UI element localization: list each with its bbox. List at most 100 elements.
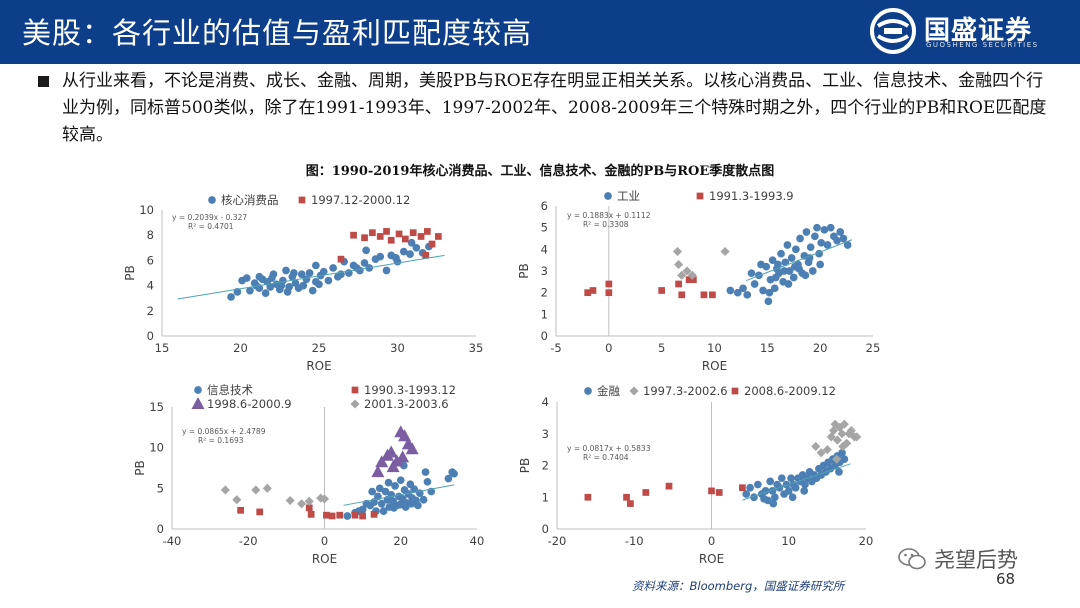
x-tick-label: 20 — [233, 341, 248, 355]
wechat-icon — [898, 548, 926, 570]
data-point — [336, 511, 344, 519]
data-point — [784, 280, 793, 288]
data-point — [387, 490, 396, 499]
source-note: 资料来源：Bloomberg，国盛证券研究所 — [632, 579, 845, 593]
data-point — [308, 286, 317, 295]
x-tick-label: 25 — [312, 341, 327, 355]
data-point — [726, 286, 735, 295]
legend-label: 1997.12-2000.12 — [311, 193, 410, 207]
trend-equation: y = 0.0817x + 0.5833 — [567, 444, 651, 453]
data-point — [784, 487, 793, 495]
x-tick-label: 10 — [781, 534, 796, 548]
y-tick-label: 2 — [541, 286, 548, 300]
data-point — [406, 250, 414, 258]
data-point — [759, 286, 767, 295]
series-4 — [220, 483, 330, 509]
data-point — [396, 476, 405, 485]
data-point — [283, 288, 292, 296]
y-axis-label: PB — [133, 460, 147, 475]
data-point — [227, 293, 235, 301]
data-point — [371, 465, 385, 478]
x-tick-label: -20 — [239, 534, 258, 548]
y-tick-label: 5 — [541, 221, 548, 235]
data-point — [832, 454, 842, 464]
data-point — [770, 284, 779, 293]
data-point — [422, 252, 430, 259]
data-point — [423, 477, 432, 486]
data-point — [811, 441, 821, 451]
y-tick-label: 3 — [541, 264, 548, 278]
data-point — [742, 490, 751, 498]
data-point — [584, 493, 592, 501]
data-point — [642, 489, 650, 496]
data-point — [368, 487, 377, 496]
data-point — [305, 269, 314, 277]
data-point — [392, 254, 400, 262]
legend-marker — [629, 386, 639, 396]
trend-equation: y = 0.0865x + 2.4789 — [182, 427, 266, 436]
y-tick-label: 8 — [147, 228, 154, 242]
y-tick-label: 1 — [541, 307, 548, 321]
legend-label: 1991.3-1993.9 — [709, 189, 794, 203]
data-point — [665, 482, 673, 490]
data-point — [674, 259, 684, 270]
summary-paragraph: 从行业来看，不论是消费、成长、金融、周期，美股PB与ROE存在明显正相关关系。以… — [62, 71, 1047, 145]
data-point — [835, 468, 843, 476]
data-point — [709, 291, 716, 299]
data-point — [739, 484, 746, 492]
data-point — [319, 267, 328, 276]
data-point — [739, 284, 747, 293]
trend-r2: R² = 0.4701 — [188, 222, 234, 231]
data-point — [760, 494, 768, 503]
data-point — [423, 228, 431, 235]
data-point — [836, 228, 845, 236]
data-point — [305, 504, 313, 512]
legend-marker — [351, 386, 359, 394]
trend-r2: R² = 0.1693 — [198, 436, 244, 445]
data-point — [282, 266, 290, 275]
data-point — [414, 501, 422, 510]
data-point — [312, 261, 320, 270]
data-point — [383, 228, 390, 235]
data-point — [307, 511, 315, 518]
legend-marker — [298, 196, 306, 204]
data-point — [715, 489, 723, 496]
bullet-marker — [38, 76, 49, 87]
data-point — [685, 276, 693, 284]
y-tick-label: 1 — [542, 490, 549, 504]
data-point — [375, 455, 389, 468]
data-point — [789, 273, 798, 282]
legend-label: 核心消费品 — [221, 193, 279, 207]
data-point — [589, 287, 597, 294]
data-point — [268, 274, 276, 282]
y-tick-label: 2 — [542, 459, 549, 473]
x-axis-label: ROE — [306, 359, 331, 373]
data-point — [733, 288, 742, 297]
figure-title: 图：1990-2019年核心消费品、工业、信息技术、金融的PB与ROE季度散点图 — [305, 164, 775, 179]
legend-marker — [194, 386, 202, 394]
data-point — [750, 280, 759, 288]
legend-marker — [350, 399, 360, 409]
data-point — [250, 279, 259, 287]
data-point — [361, 234, 368, 242]
data-point — [787, 254, 796, 262]
x-axis-label: ROE — [699, 552, 724, 566]
chart-3: -40 -20 0 20 40 0 5 10 15 ROE PB y = 0.0865x + 2.47… — [133, 383, 484, 566]
x-tick-label: 30 — [390, 341, 405, 355]
data-point — [290, 269, 298, 277]
x-tick-label: -20 — [548, 534, 567, 548]
data-point — [390, 504, 398, 512]
data-point — [840, 455, 849, 463]
x-tick-label: 5 — [658, 341, 665, 355]
data-point — [421, 468, 430, 476]
data-point — [837, 429, 847, 439]
data-point — [343, 512, 352, 520]
data-point — [792, 245, 800, 254]
data-point — [771, 273, 780, 282]
x-tick-label: 20 — [393, 534, 408, 548]
company-logo: 国盛证券 GUOSHENG SECURITIES — [868, 8, 1068, 56]
legend-label: 工业 — [617, 189, 640, 203]
data-point — [720, 246, 730, 257]
data-point — [844, 429, 854, 439]
data-point — [220, 485, 230, 495]
